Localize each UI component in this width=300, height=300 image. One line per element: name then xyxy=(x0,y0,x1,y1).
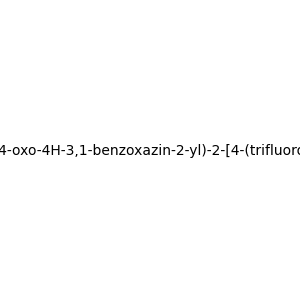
Text: 5-(4-oxo-4H-3,1-benzoxazin-2-yl)-2-[4-(trifluorome: 5-(4-oxo-4H-3,1-benzoxazin-2-yl)-2-[4-(t… xyxy=(0,145,300,158)
